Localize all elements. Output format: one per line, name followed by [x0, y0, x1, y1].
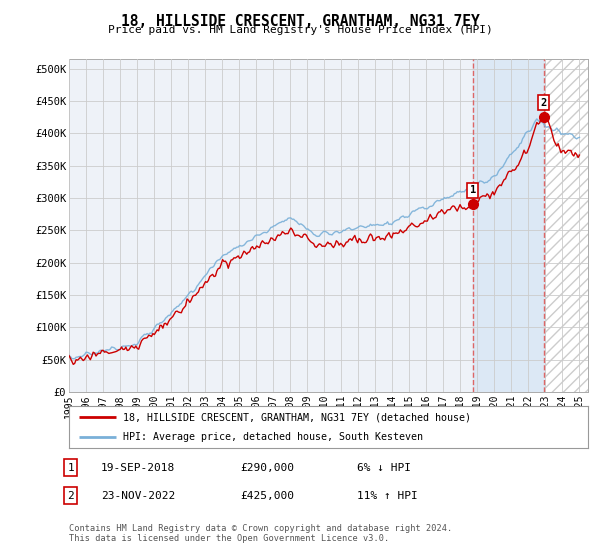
Text: 2: 2 — [67, 491, 74, 501]
Text: 2: 2 — [541, 98, 547, 108]
Bar — [69, 59, 544, 392]
Text: 1: 1 — [470, 185, 476, 195]
Text: 6% ↓ HPI: 6% ↓ HPI — [357, 463, 411, 473]
Bar — [544, 59, 588, 392]
Text: £425,000: £425,000 — [240, 491, 294, 501]
Bar — [473, 59, 544, 392]
Text: 23-NOV-2022: 23-NOV-2022 — [101, 491, 175, 501]
Text: 19-SEP-2018: 19-SEP-2018 — [101, 463, 175, 473]
Text: 1: 1 — [67, 463, 74, 473]
Bar — [69, 59, 544, 392]
Text: £290,000: £290,000 — [240, 463, 294, 473]
Text: 11% ↑ HPI: 11% ↑ HPI — [357, 491, 418, 501]
Text: Contains HM Land Registry data © Crown copyright and database right 2024.
This d: Contains HM Land Registry data © Crown c… — [69, 524, 452, 543]
Text: 18, HILLSIDE CRESCENT, GRANTHAM, NG31 7EY: 18, HILLSIDE CRESCENT, GRANTHAM, NG31 7E… — [121, 14, 479, 29]
Bar — [473, 59, 544, 392]
Text: Price paid vs. HM Land Registry's House Price Index (HPI): Price paid vs. HM Land Registry's House … — [107, 25, 493, 35]
Text: 18, HILLSIDE CRESCENT, GRANTHAM, NG31 7EY (detached house): 18, HILLSIDE CRESCENT, GRANTHAM, NG31 7E… — [124, 412, 472, 422]
Bar — [544, 59, 588, 392]
Text: HPI: Average price, detached house, South Kesteven: HPI: Average price, detached house, Sout… — [124, 432, 424, 442]
